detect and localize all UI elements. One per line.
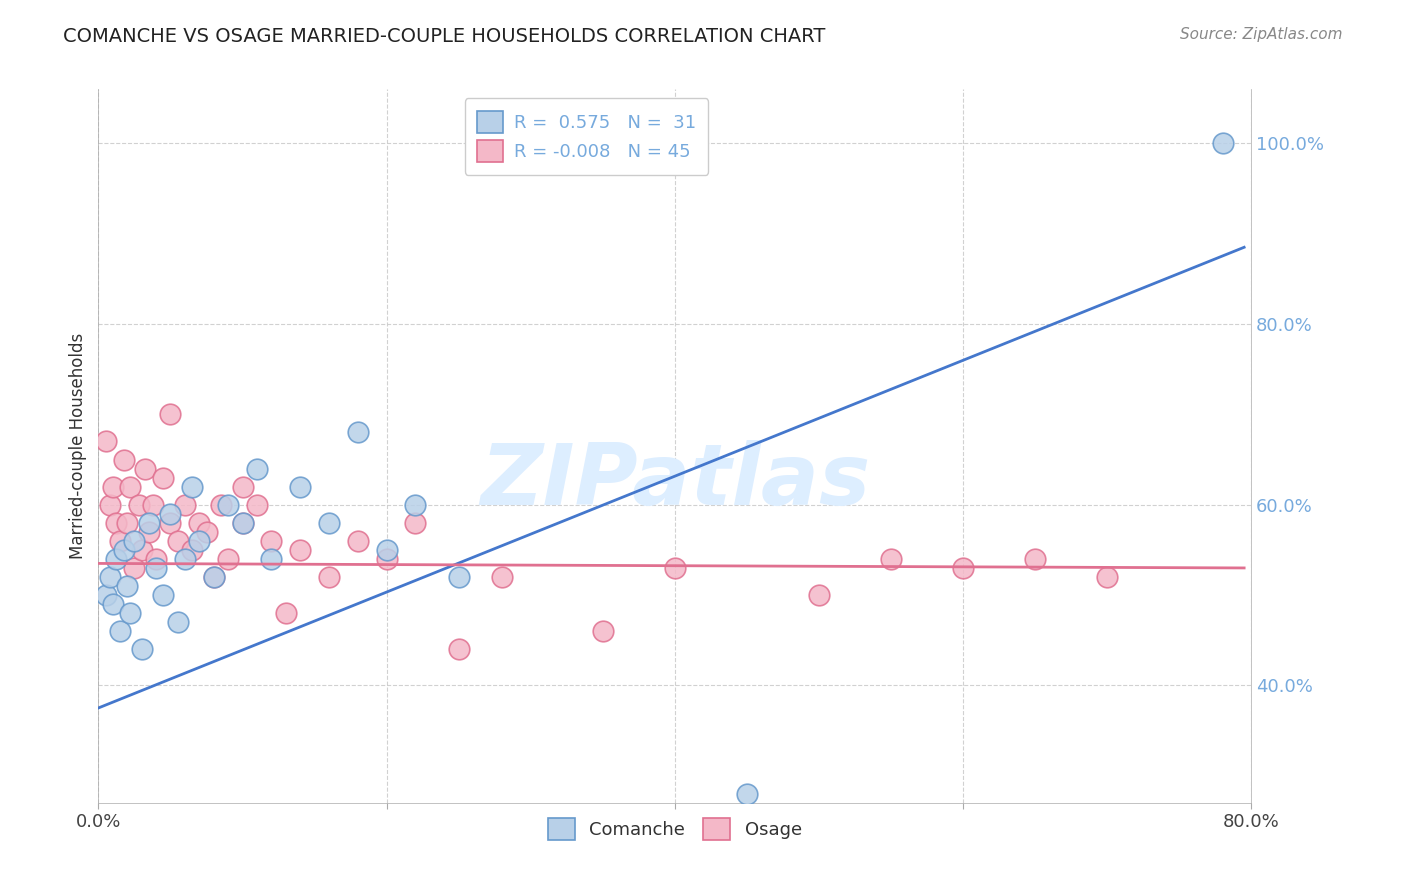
- Point: [181, 480, 204, 494]
- Point: [166, 615, 188, 629]
- Point: [152, 470, 174, 484]
- Point: [375, 542, 398, 557]
- Point: [1212, 136, 1234, 151]
- Point: [138, 524, 160, 539]
- Point: [120, 480, 142, 494]
- Text: Source: ZipAtlas.com: Source: ZipAtlas.com: [1180, 27, 1343, 42]
- Point: [112, 452, 135, 467]
- Point: [880, 552, 903, 566]
- Point: [188, 533, 211, 548]
- Point: [134, 461, 156, 475]
- Point: [174, 498, 197, 512]
- Point: [231, 516, 254, 530]
- Point: [202, 570, 225, 584]
- Text: COMANCHE VS OSAGE MARRIED-COUPLE HOUSEHOLDS CORRELATION CHART: COMANCHE VS OSAGE MARRIED-COUPLE HOUSEHO…: [63, 27, 825, 45]
- Point: [952, 561, 974, 575]
- Point: [101, 597, 124, 611]
- Point: [131, 542, 153, 557]
- Point: [231, 516, 254, 530]
- Point: [142, 498, 165, 512]
- Point: [124, 533, 146, 548]
- Legend: Comanche, Osage: Comanche, Osage: [540, 811, 810, 847]
- Point: [166, 533, 188, 548]
- Point: [138, 516, 160, 530]
- Point: [101, 480, 124, 494]
- Point: [117, 516, 139, 530]
- Point: [217, 498, 239, 512]
- Point: [209, 498, 232, 512]
- Y-axis label: Married-couple Households: Married-couple Households: [69, 333, 87, 559]
- Point: [174, 552, 197, 566]
- Point: [188, 516, 211, 530]
- Point: [260, 552, 283, 566]
- Point: [131, 642, 153, 657]
- Point: [159, 507, 181, 521]
- Point: [318, 516, 340, 530]
- Point: [231, 480, 254, 494]
- Point: [124, 561, 146, 575]
- Point: [145, 552, 167, 566]
- Point: [159, 408, 181, 422]
- Point: [108, 533, 131, 548]
- Point: [217, 552, 239, 566]
- Point: [318, 570, 340, 584]
- Text: ZIPatlas: ZIPatlas: [479, 440, 870, 524]
- Point: [120, 606, 142, 620]
- Point: [98, 570, 121, 584]
- Point: [260, 533, 283, 548]
- Point: [290, 542, 312, 557]
- Point: [491, 570, 513, 584]
- Point: [98, 498, 121, 512]
- Point: [94, 434, 117, 449]
- Point: [117, 579, 139, 593]
- Point: [808, 588, 831, 602]
- Point: [447, 642, 470, 657]
- Point: [104, 516, 127, 530]
- Point: [735, 787, 758, 801]
- Point: [1097, 570, 1119, 584]
- Point: [274, 606, 297, 620]
- Point: [152, 588, 174, 602]
- Point: [346, 425, 368, 440]
- Point: [145, 561, 167, 575]
- Point: [128, 498, 150, 512]
- Point: [290, 480, 312, 494]
- Point: [664, 561, 686, 575]
- Point: [195, 524, 218, 539]
- Point: [447, 570, 470, 584]
- Point: [405, 516, 427, 530]
- Point: [246, 461, 269, 475]
- Point: [104, 552, 127, 566]
- Point: [375, 552, 398, 566]
- Point: [246, 498, 269, 512]
- Point: [108, 624, 131, 639]
- Point: [159, 516, 181, 530]
- Point: [346, 533, 368, 548]
- Point: [592, 624, 614, 639]
- Point: [202, 570, 225, 584]
- Point: [181, 542, 204, 557]
- Point: [1024, 552, 1046, 566]
- Point: [112, 542, 135, 557]
- Point: [94, 588, 117, 602]
- Point: [405, 498, 427, 512]
